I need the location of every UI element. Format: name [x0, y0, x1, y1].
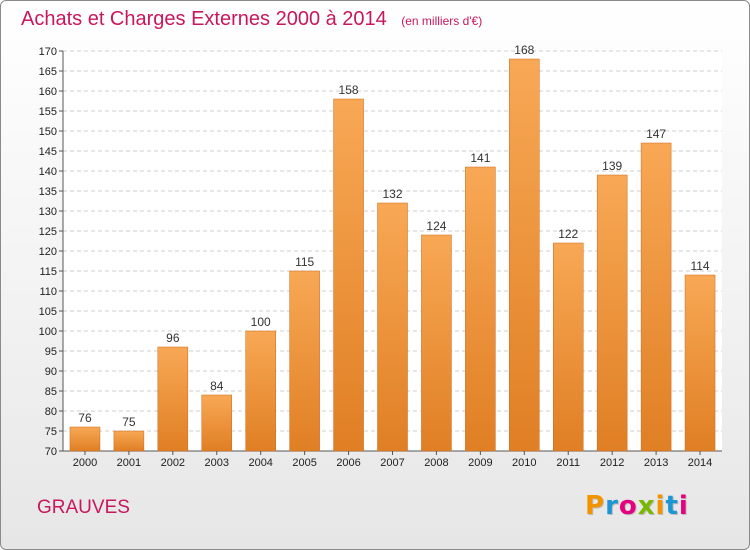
- y-tick-label: 165: [39, 66, 57, 78]
- y-tick-label: 150: [39, 126, 57, 138]
- brand-letter: r: [605, 491, 619, 521]
- data-label: 115: [295, 255, 314, 269]
- bar: [684, 274, 716, 452]
- bar: [377, 202, 408, 452]
- y-tick-label: 75: [45, 426, 57, 438]
- y-tick-label: 135: [39, 186, 57, 198]
- y-tick-label: 110: [39, 286, 57, 298]
- brand-letter: i: [655, 491, 666, 521]
- data-label: 141: [470, 151, 490, 165]
- y-tick-label: 155: [39, 106, 57, 118]
- x-tick-label: 2007: [380, 457, 404, 469]
- bar: [596, 174, 628, 452]
- data-label: 168: [514, 43, 534, 57]
- y-tick-label: 170: [39, 46, 57, 58]
- y-tick-label: 140: [39, 166, 57, 178]
- x-tick-label: 2010: [512, 457, 536, 469]
- y-tick-label: 70: [45, 446, 57, 458]
- y-tick-label: 105: [39, 306, 57, 318]
- x-tick-label: 2004: [248, 457, 272, 469]
- chart-unit: (en milliers d'€): [401, 14, 483, 28]
- bar: [289, 270, 320, 452]
- y-tick-label: 130: [39, 206, 57, 218]
- y-tick-label: 125: [39, 226, 57, 238]
- data-label: 158: [339, 83, 359, 97]
- brand-letter: x: [637, 491, 656, 521]
- x-tick-label: 2011: [556, 457, 580, 469]
- data-label: 96: [166, 331, 180, 345]
- x-tick-label: 2008: [424, 457, 448, 469]
- bar: [465, 166, 496, 452]
- data-label: 75: [122, 415, 136, 429]
- bar: [157, 346, 189, 452]
- bar: [509, 58, 540, 452]
- brand-logo: Proxiti: [585, 491, 689, 521]
- x-tick-label: 2014: [688, 457, 712, 469]
- data-label: 100: [251, 315, 271, 329]
- brand-letter: o: [618, 491, 638, 521]
- data-label: 132: [382, 187, 402, 201]
- bar: [421, 234, 452, 452]
- y-tick-label: 115: [39, 266, 57, 278]
- bar: [201, 394, 233, 452]
- y-tick-label: 145: [39, 146, 57, 158]
- x-tick-label: 2000: [73, 457, 97, 469]
- data-label: 147: [646, 127, 666, 141]
- x-tick-label: 2012: [600, 457, 624, 469]
- commune-name: GRAUVES: [37, 497, 130, 518]
- y-tick-label: 80: [45, 406, 57, 418]
- y-tick-label: 90: [45, 366, 57, 378]
- data-label: 84: [210, 379, 224, 393]
- x-tick-label: 2006: [336, 457, 360, 469]
- brand-letter: i: [678, 491, 689, 521]
- y-tick-label: 120: [39, 246, 57, 258]
- y-tick-label: 85: [45, 386, 57, 398]
- data-label: 76: [78, 411, 92, 425]
- bar: [333, 98, 364, 452]
- bar: [69, 426, 101, 452]
- brand-letter: P: [585, 491, 606, 521]
- y-tick-label: 160: [39, 86, 57, 98]
- bar: [113, 430, 145, 452]
- y-tick-label: 95: [45, 346, 57, 358]
- data-label: 139: [602, 159, 622, 173]
- data-label: 114: [690, 259, 709, 273]
- data-label: 124: [426, 219, 446, 233]
- y-tick-label: 100: [39, 326, 57, 338]
- x-tick-label: 2009: [468, 457, 492, 469]
- x-tick-label: 2003: [205, 457, 229, 469]
- chart-title: Achats et Charges Externes 2000 à 2014: [21, 8, 387, 30]
- bar: [552, 242, 584, 452]
- x-tick-label: 2002: [161, 457, 185, 469]
- bar: [245, 330, 276, 452]
- bar: [640, 142, 672, 452]
- x-tick-label: 2013: [644, 457, 668, 469]
- data-label: 122: [558, 227, 578, 241]
- x-tick-label: 2001: [117, 457, 141, 469]
- title-block: Achats et Charges Externes 2000 à 2014 (…: [21, 8, 482, 31]
- x-tick-label: 2005: [292, 457, 316, 469]
- brand-letter: t: [665, 491, 679, 521]
